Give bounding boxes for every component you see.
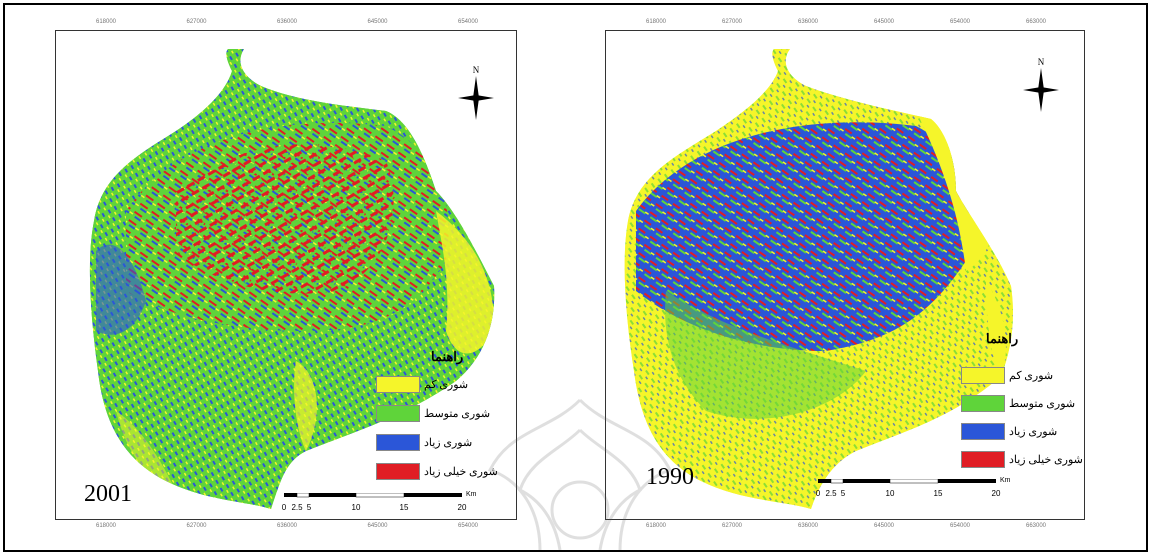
- scale-label: 20: [457, 503, 467, 512]
- scale-label: 15: [933, 489, 943, 498]
- legend-label: شوری زیاد: [424, 437, 473, 449]
- salinity-map-2001: [89, 49, 495, 509]
- scale-label: 10: [351, 503, 361, 512]
- scale-label: 10: [885, 489, 895, 498]
- legend-swatch-low: [376, 376, 420, 393]
- legend-item-medium: شوری متوسط: [961, 395, 1075, 412]
- bottom-tick-label: 636000: [276, 523, 298, 529]
- bottom-tick-label: 654000: [949, 523, 971, 529]
- scale-label: 2.5: [825, 489, 837, 498]
- top-tick-label: 654000: [949, 19, 971, 25]
- bottom-tick-label: 618000: [645, 523, 667, 529]
- legend-item-very-high: شوری خیلی زیاد: [961, 451, 1083, 468]
- legend-title: راهنما: [431, 349, 464, 364]
- legend-swatch-high: [376, 434, 420, 451]
- legend-swatch-high: [961, 423, 1005, 440]
- legend-label: شوری زیاد: [1009, 426, 1058, 438]
- map-panel-1990: 1990 راهنما شوری کم شوری متوسط شوری زیاد…: [605, 19, 1085, 529]
- bottom-tick-label: 618000: [95, 523, 117, 529]
- scale-label: 5: [840, 489, 846, 498]
- legend-swatch-very-high: [961, 451, 1005, 468]
- legend-label: شوری خیلی زیاد: [424, 466, 498, 478]
- top-tick-label: 654000: [457, 19, 479, 25]
- scale-unit: Km: [466, 491, 477, 498]
- top-tick-label: 636000: [276, 19, 298, 25]
- scale-unit: Km: [1000, 477, 1011, 484]
- north-label: N: [1038, 57, 1045, 67]
- bottom-tick-label: 654000: [457, 523, 479, 529]
- top-tick-label: 663000: [1025, 19, 1047, 25]
- top-tick-label: 645000: [367, 19, 388, 25]
- north-arrow-icon: N: [458, 65, 494, 120]
- bottom-tick-label: 627000: [721, 523, 743, 529]
- legend-label: شوری متوسط: [1009, 398, 1076, 410]
- bottom-tick-label: 627000: [186, 523, 207, 529]
- legend-item-very-high: شوری خیلی زیاد: [376, 463, 498, 480]
- legend-swatch-very-high: [376, 463, 420, 480]
- bottom-tick-label: 645000: [873, 523, 895, 529]
- top-tick-label: 645000: [873, 19, 895, 25]
- legend-swatch-low: [961, 367, 1005, 384]
- scale-bar: 0 2.5 5 10 15 20 Km: [815, 477, 1018, 509]
- legend-label: شوری متوسط: [424, 408, 491, 420]
- scale-label: 5: [306, 503, 312, 512]
- map-panel-2001: 2001 راهنما شوری کم شوری متوسط شوری زیاد…: [55, 19, 517, 529]
- scale-label: 0: [281, 503, 287, 512]
- legend-item-low: شوری کم: [961, 367, 1053, 384]
- bottom-tick-label: 645000: [367, 523, 388, 529]
- legend-title: راهنما: [986, 331, 1019, 346]
- legend-item-medium: شوری متوسط: [376, 405, 490, 422]
- top-tick-label: 618000: [95, 19, 117, 25]
- watermark-ornament: [487, 398, 673, 551]
- map-year: 1990: [646, 464, 694, 490]
- scale-label: 2.5: [291, 503, 303, 512]
- bottom-tick-label: 663000: [1025, 523, 1047, 529]
- legend-label: شوری خیلی زیاد: [1009, 454, 1083, 466]
- scale-label: 0: [815, 489, 821, 498]
- legend-label: شوری کم: [1009, 370, 1054, 382]
- map-year: 2001: [84, 481, 132, 507]
- north-label: N: [473, 65, 480, 75]
- bottom-tick-label: 636000: [797, 523, 819, 529]
- scale-label: 15: [399, 503, 409, 512]
- north-arrow-icon: N: [1023, 57, 1059, 112]
- top-tick-label: 636000: [797, 19, 819, 25]
- legend-swatch-medium: [961, 395, 1005, 412]
- legend-label: شوری کم: [424, 379, 469, 391]
- salinity-map-1990: [624, 49, 1013, 509]
- legend-swatch-medium: [376, 405, 420, 422]
- figure-frame: [3, 3, 1148, 552]
- top-tick-label: 618000: [645, 19, 667, 25]
- legend-item-high: شوری زیاد: [961, 423, 1057, 440]
- legend-item-high: شوری زیاد: [376, 434, 472, 451]
- top-tick-label: 627000: [186, 19, 207, 25]
- legend-item-low: شوری کم: [376, 376, 468, 393]
- top-tick-label: 627000: [721, 19, 743, 25]
- scale-bar: 0 2.5 5 10 15 20 Km: [281, 491, 484, 523]
- scale-label: 20: [991, 489, 1001, 498]
